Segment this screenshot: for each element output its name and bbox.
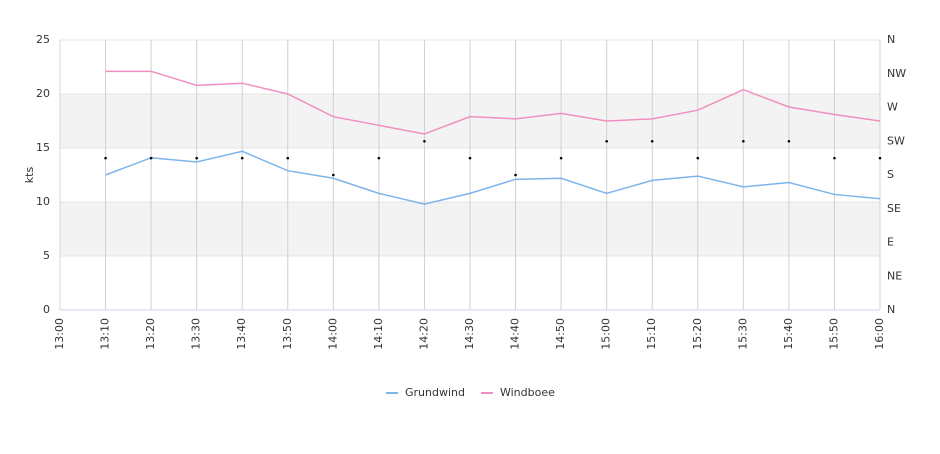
- direction-dot: [833, 156, 836, 160]
- direction-dot: [787, 139, 791, 143]
- direction-dot: [696, 156, 700, 160]
- x-tick-label: 14:40: [509, 318, 522, 350]
- legend-label: Grundwind: [405, 386, 465, 399]
- direction-dot: [514, 173, 517, 177]
- x-tick-label: 13:30: [190, 318, 203, 350]
- direction-dot: [742, 139, 745, 143]
- y-tick-label: 0: [43, 303, 50, 316]
- y2-tick-label: W: [887, 101, 898, 114]
- direction-dot: [240, 156, 244, 160]
- x-tick-label: 15:30: [736, 318, 749, 350]
- x-tick-label: 13:40: [235, 318, 248, 350]
- direction-dot: [878, 156, 882, 160]
- y2-tick-label: N: [887, 303, 895, 316]
- x-tick-label: 15:10: [645, 318, 658, 350]
- direction-dot: [468, 156, 472, 160]
- series-line: [105, 150, 881, 205]
- direction-dot: [559, 156, 563, 160]
- x-tick-label: 14:00: [326, 318, 339, 350]
- x-tick-label: 13:50: [281, 318, 294, 350]
- x-tick-label: 14:20: [417, 318, 430, 350]
- y2-tick-label: N: [887, 33, 895, 46]
- x-tick-label: 15:40: [782, 318, 795, 350]
- direction-dot: [149, 156, 153, 160]
- x-tick-label: 14:50: [554, 318, 567, 350]
- direction-dot: [377, 156, 381, 160]
- y2-tick-label: NE: [887, 269, 902, 282]
- x-tick-label: 14:30: [463, 318, 476, 350]
- x-tick-label: 13:00: [53, 318, 66, 350]
- x-tick-label: 13:20: [144, 318, 157, 350]
- y2-tick-label: SW: [887, 134, 905, 147]
- x-tick-label: 14:10: [372, 318, 385, 350]
- y-axis-title: kts: [23, 167, 36, 184]
- legend-label: Windboee: [500, 386, 555, 399]
- x-tick-label: 15:50: [827, 318, 840, 350]
- y-tick-label: 25: [36, 33, 50, 46]
- x-tick-label: 16:00: [873, 318, 886, 350]
- direction-dot: [650, 139, 654, 143]
- direction-dot: [332, 173, 335, 177]
- y-tick-label: 15: [36, 141, 50, 154]
- y-tick-label: 10: [36, 195, 50, 208]
- direction-dot: [104, 156, 107, 160]
- direction-dot: [605, 139, 608, 143]
- y-tick-label: 20: [36, 87, 50, 100]
- y2-tick-label: NW: [887, 67, 906, 80]
- direction-dot: [195, 156, 198, 160]
- y2-tick-label: E: [887, 236, 894, 249]
- direction-dot: [423, 139, 426, 143]
- x-tick-label: 15:00: [600, 318, 613, 350]
- y2-tick-label: S: [887, 168, 894, 181]
- x-tick-label: 13:10: [99, 318, 112, 350]
- x-tick-label: 15:20: [691, 318, 704, 350]
- y2-tick-label: SE: [887, 202, 901, 215]
- y-tick-label: 5: [43, 249, 50, 262]
- series-line: [105, 70, 881, 135]
- direction-dot: [286, 156, 290, 160]
